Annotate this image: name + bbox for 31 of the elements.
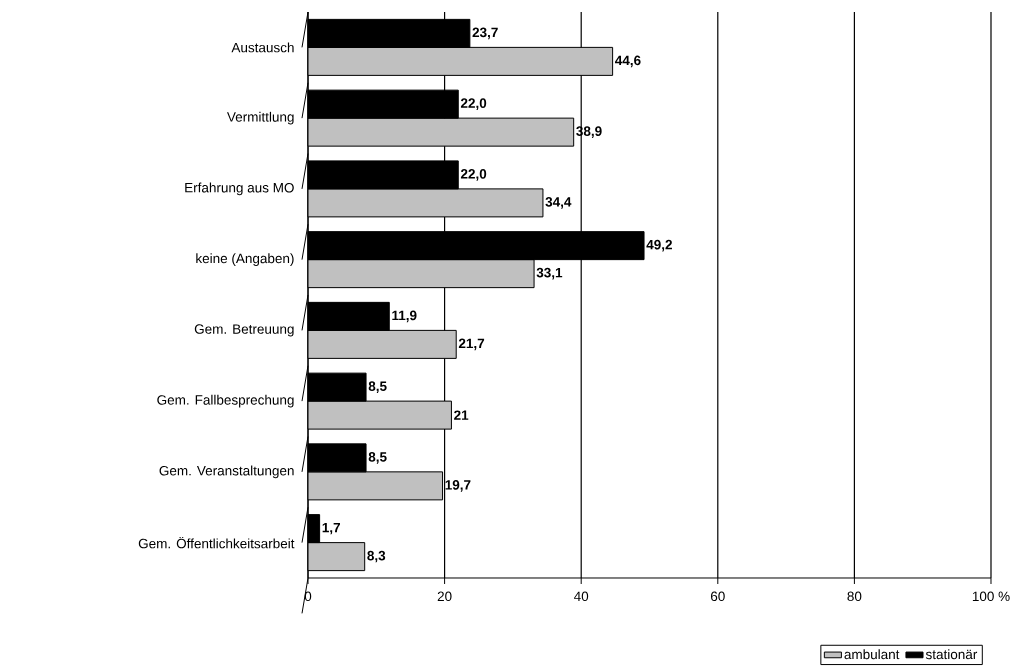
x-tick-label: 20 — [437, 591, 452, 602]
data-label: 21 — [454, 410, 469, 420]
y-tick-label: Erfahrung aus MO — [185, 182, 294, 196]
data-label: 11,9 — [392, 310, 417, 323]
data-label: 1,7 — [322, 522, 340, 535]
data-label: 34,4 — [545, 197, 572, 209]
data-label: 8,5 — [368, 381, 387, 393]
x-tick-label: 80 — [847, 591, 862, 602]
y-tick-label: keine (Angaben) — [196, 253, 294, 266]
x-tick-label: 60 — [710, 591, 725, 602]
data-label: 49,2 — [646, 239, 672, 252]
data-label: 44,6 — [615, 55, 641, 68]
y-tick-label: Austausch — [231, 42, 294, 53]
data-label: 8,5 — [368, 452, 387, 464]
x-tick-label: 0 — [304, 591, 312, 602]
data-label: 19,7 — [445, 480, 471, 492]
data-label: 22,0 — [460, 169, 487, 181]
legend-label: ambulant — [844, 649, 900, 660]
data-label: 21,7 — [458, 338, 485, 351]
y-tick-label: Gem. Öffentlichkeitsarbeit — [138, 536, 295, 549]
x-tick-label: 100 % — [972, 591, 1010, 602]
data-label: 8,3 — [367, 550, 386, 563]
x-tick-label: 40 — [574, 591, 589, 602]
y-tick-label: Vermittlung — [227, 111, 294, 125]
data-label: 23,7 — [472, 27, 498, 40]
y-tick-label: Gem. Fallbesprechung — [157, 394, 294, 408]
legend-label: stationär — [925, 649, 978, 660]
data-label: 22,0 — [460, 98, 487, 110]
y-tick-label: Gem. Veranstaltungen — [159, 465, 294, 479]
y-tick-label: Gem. Betreuung — [194, 324, 294, 337]
data-label: 33,1 — [536, 267, 563, 280]
